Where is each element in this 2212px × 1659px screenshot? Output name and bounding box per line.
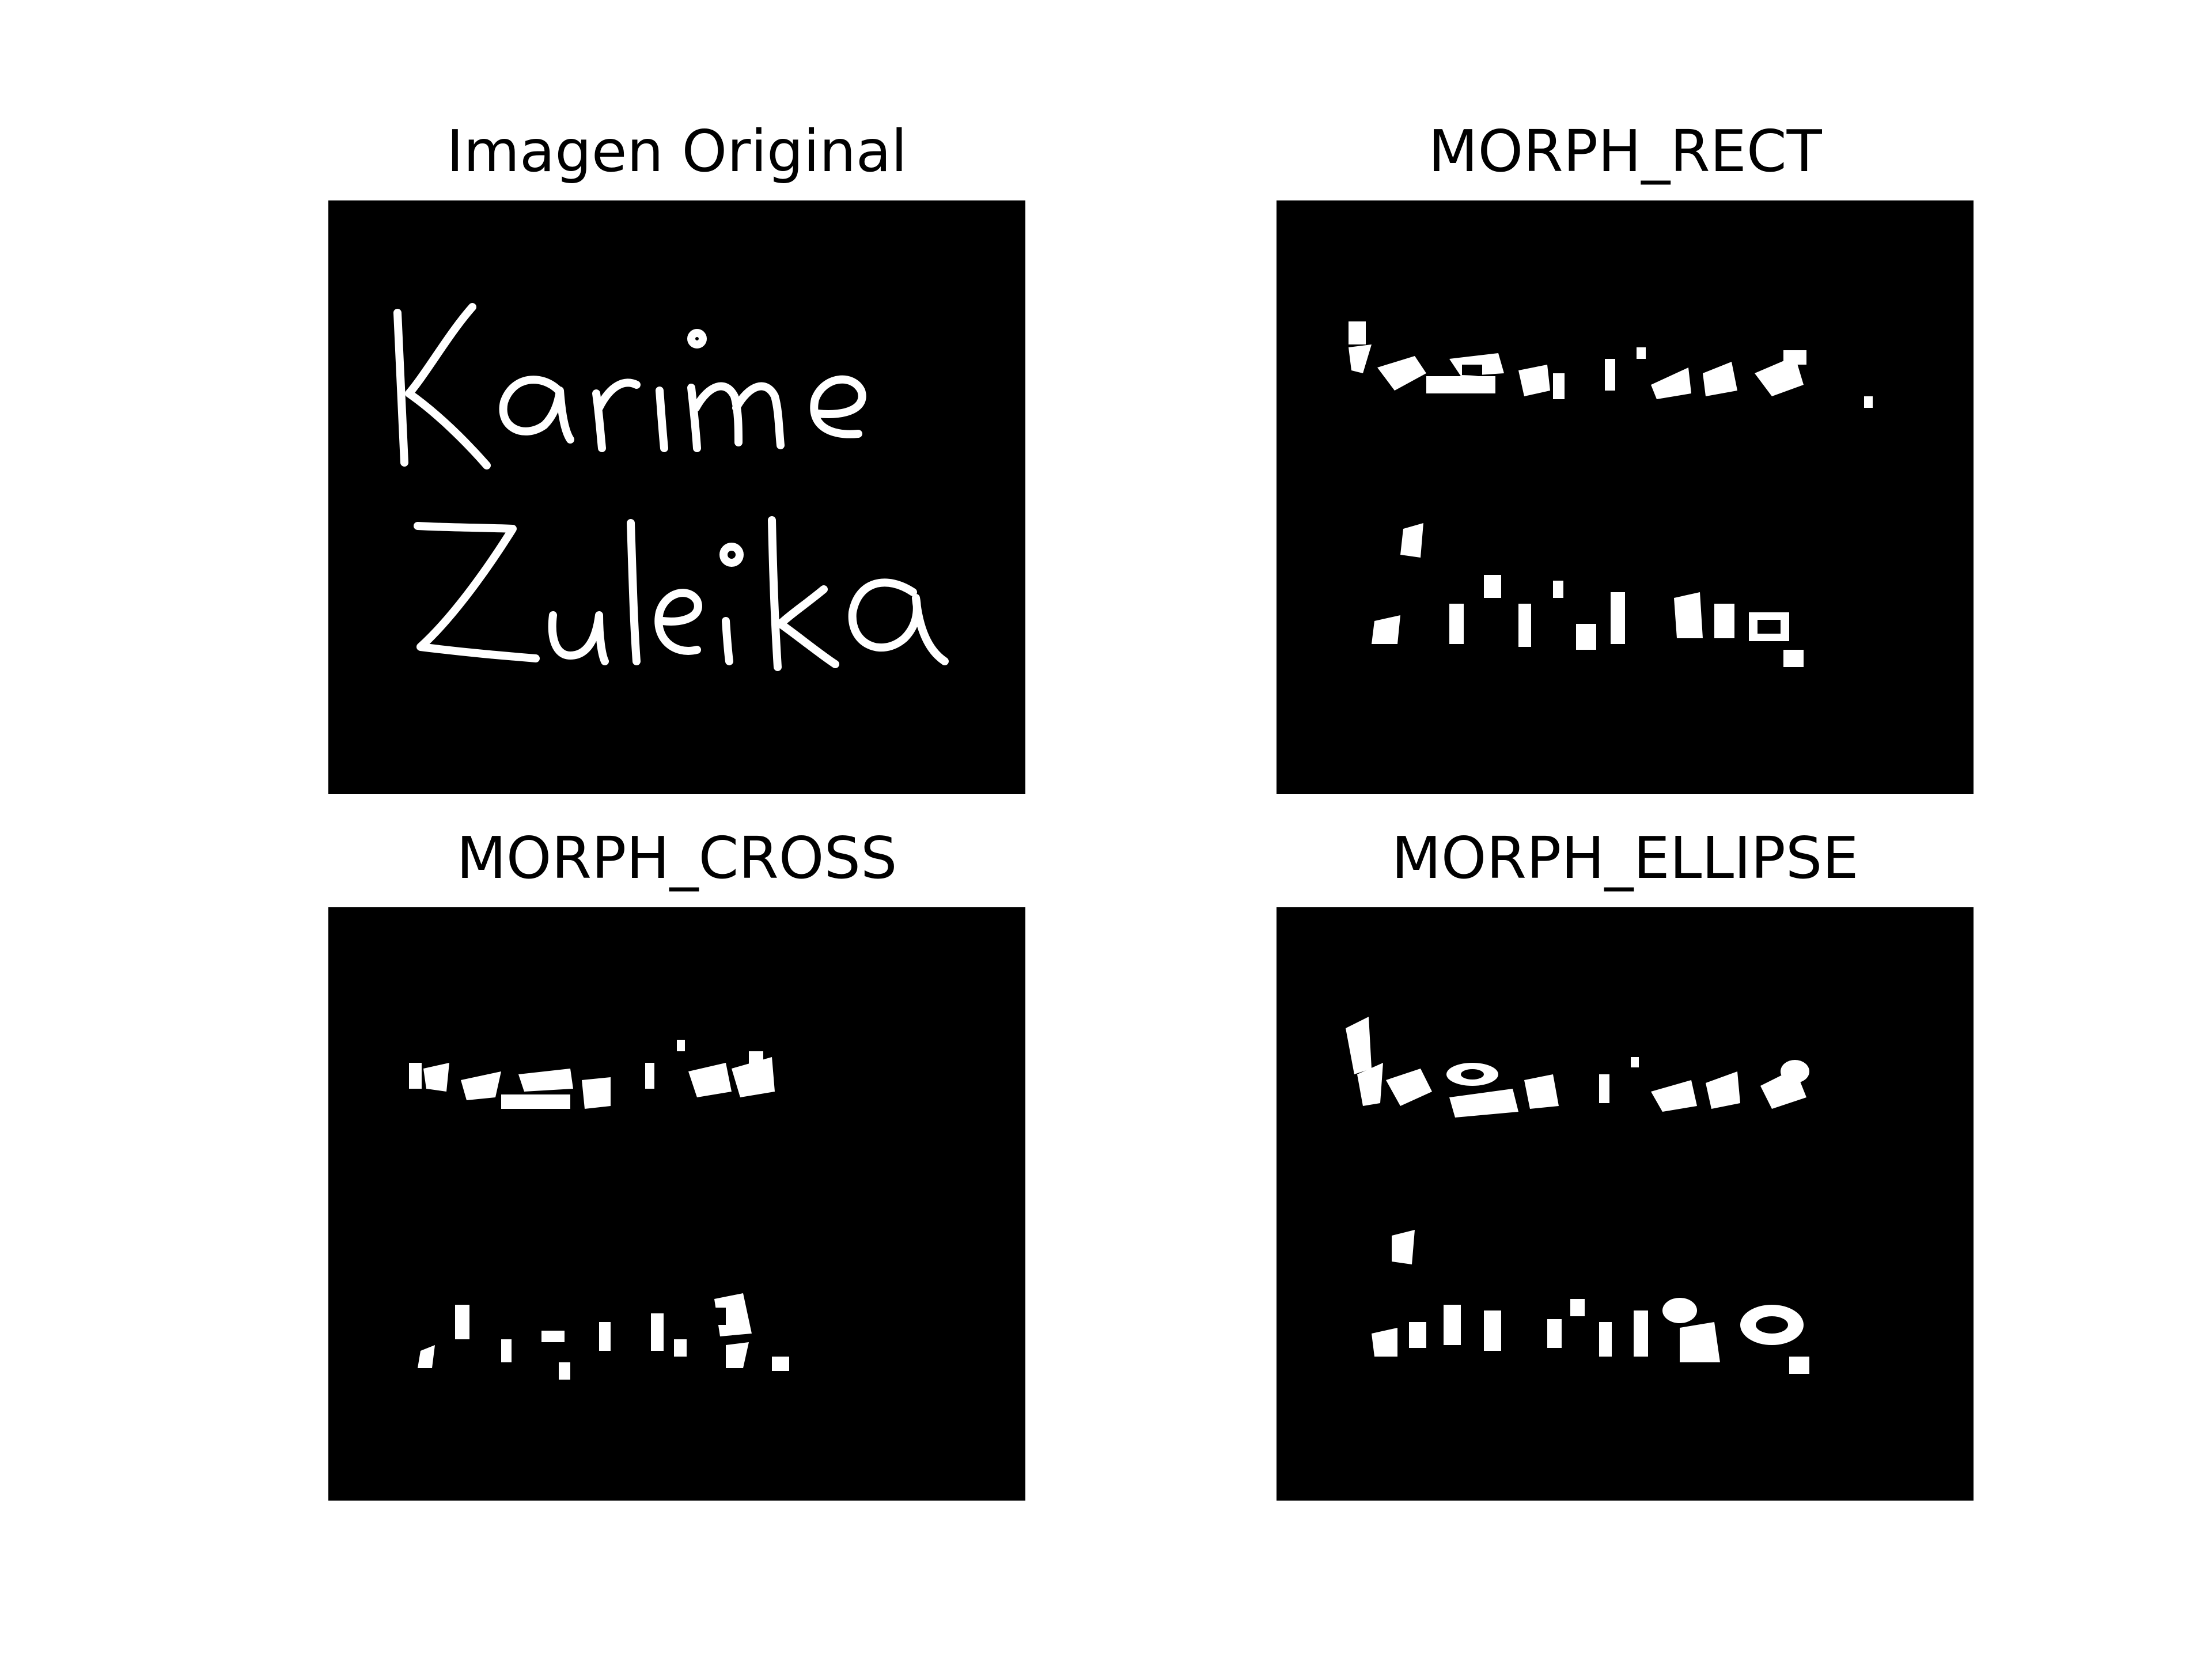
morph-cross-image bbox=[328, 907, 1025, 1501]
morph-ellipse-image bbox=[1277, 907, 1974, 1501]
panel-title-original: Imagen Original bbox=[446, 118, 907, 185]
original-image bbox=[328, 200, 1025, 794]
panel-title-cross: MORPH_CROSS bbox=[456, 824, 897, 892]
panel-title-ellipse: MORPH_ELLIPSE bbox=[1391, 824, 1859, 892]
morph-cross-fragments bbox=[409, 1040, 789, 1380]
morph-rect-fragments bbox=[1349, 321, 1873, 667]
morph-ellipse-fragments bbox=[1346, 1017, 1809, 1374]
panel-title-rect: MORPH_RECT bbox=[1428, 118, 1822, 185]
morph-rect-image bbox=[1277, 200, 1974, 794]
handwriting-karime-zuleika bbox=[393, 303, 949, 671]
